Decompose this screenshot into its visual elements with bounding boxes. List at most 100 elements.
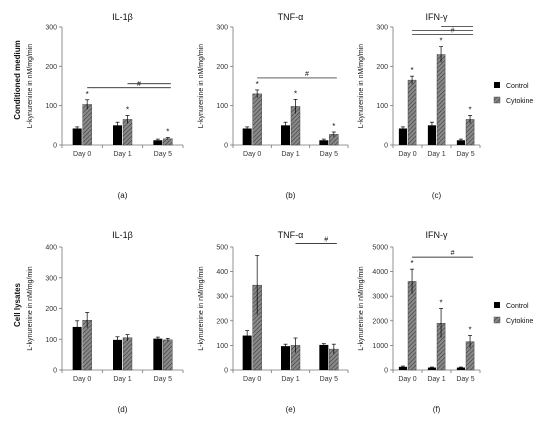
bar-cytokine [252,93,262,146]
panel-label: (d) [118,405,128,414]
bar-cytokine [436,54,446,146]
row-label-cell-lysates: Cell lysates [13,282,22,327]
chart-panel-6: IFN-γ 0 1000 2000 3000 4000 5000 L-kynurenine i… [358,230,481,414]
y-tick-label: 0 [53,143,57,150]
bar-cytokine [163,339,173,371]
x-tick-label: Day 0 [243,151,261,158]
bar-control [242,335,252,370]
x-tick-label: Day 1 [427,151,445,158]
y-tick-label: 300 [376,25,388,32]
y-tick-label: 2000 [372,318,388,325]
x-tick-label: Day 1 [427,376,445,383]
significance-star: * [294,89,297,98]
bar-control [319,344,329,370]
significance-star: * [256,80,259,89]
bar-control [398,128,407,145]
chart-title: IFN-γ [426,12,448,22]
legend-label-control: Control [506,303,529,310]
bar-control [153,140,163,145]
chart-title: IFN-γ [426,230,448,240]
bar-control [72,326,82,370]
significance-star: * [439,37,442,46]
y-tick-label: 200 [376,64,388,71]
y-tick-label: 5000 [372,245,388,252]
chart-panel-4: IL-1β 0 100 200 300 400 L-kynurenine in nM/mg/… [27,230,184,414]
legend-top: Control Cytokine [493,82,533,105]
significance-hash: # [324,237,328,244]
bar-control [72,128,82,145]
y-axis-label: L-kynurenine in nM/mg/min [27,44,34,129]
y-tick-label: 1000 [372,343,388,350]
bar-control [242,128,252,145]
chart-panel-1: IL-1β 0 100 200 300 L-kynurenine in nM/mg/min… [27,12,184,200]
x-tick-label: Day 1 [113,151,131,158]
chart-title: TNF-α [278,12,304,22]
legend-swatch-cytokine [493,316,501,324]
y-tick-label: 100 [376,103,388,110]
y-tick-label: 300 [216,294,228,301]
y-tick-label: 3000 [372,294,388,301]
bar-control [427,125,436,145]
chart-title: IL-1β [112,12,133,22]
y-tick-label: 200 [216,318,228,325]
y-axis-label: L-kynurenine in nM/mg/min [27,266,34,351]
y-tick-label: 100 [45,103,57,110]
chart-panel-3: IFN-γ 0 100 200 300 L-kynurenine in nM/mg/min… [358,12,481,200]
legend-swatch-control [494,82,500,88]
bar-control [281,125,290,145]
chart-title: TNF-α [278,230,304,240]
y-tick-label: 4000 [372,269,388,276]
x-tick-label: Day 0 [73,151,91,158]
bar-cytokine [407,281,417,371]
x-tick-label: Day 1 [281,151,299,158]
x-tick-label: Day 5 [456,376,474,383]
legend-swatch-control [494,302,500,308]
x-tick-label: Day 1 [281,376,299,383]
y-axis-label: L-kynurenine in nM/mg/min [198,44,205,129]
panel-label: (a) [118,191,128,200]
x-tick-label: Day 5 [320,376,338,383]
bar-control [153,338,163,370]
significance-hash: # [451,28,455,35]
legend-bottom: Control Cytokine [493,302,533,325]
y-axis-label: L-kynurenine in nM/mg/min [358,266,365,351]
y-tick-label: 0 [384,368,388,375]
row-label-conditioned-medium: Conditioned medium [13,40,22,120]
bar-control [113,125,122,145]
bar-cytokine [122,337,133,371]
significance-hash: # [305,71,309,78]
bar-control [113,339,122,370]
y-tick-label: 0 [384,143,388,150]
significance-star: * [86,90,89,99]
x-tick-label: Day 0 [243,376,261,383]
x-tick-label: Day 0 [73,376,91,383]
legend-label-control: Control [506,83,529,90]
x-tick-label: Day 5 [154,376,172,383]
y-axis-label: L-kynurenine in nM/mg/min [358,44,365,129]
chart-title: IL-1β [112,230,133,240]
x-tick-label: Day 5 [320,151,338,158]
y-tick-label: 100 [216,343,228,350]
legend-swatch-cytokine [493,96,501,104]
y-tick-label: 0 [53,368,57,375]
y-tick-label: 400 [216,269,228,276]
bar-control [427,367,436,370]
y-tick-label: 300 [45,25,57,32]
bar-cytokine [407,79,417,146]
y-tick-label: 500 [216,245,228,252]
significance-star: * [468,106,471,115]
x-tick-label: Day 5 [154,151,172,158]
y-tick-label: 400 [45,245,57,252]
y-tick-label: 200 [45,64,57,71]
significance-hash: # [137,81,141,88]
legend-label-cytokine: Cytokine [506,98,533,105]
x-tick-label: Day 0 [398,376,416,383]
x-tick-label: Day 1 [113,376,131,383]
bar-control [281,346,290,370]
y-tick-label: 300 [45,275,57,282]
significance-star: * [166,128,169,137]
y-tick-label: 100 [45,337,57,344]
significance-star: * [439,299,442,308]
chart-panels: IL-1β 0 100 200 300 L-kynurenine in nM/mg/min… [27,12,481,414]
